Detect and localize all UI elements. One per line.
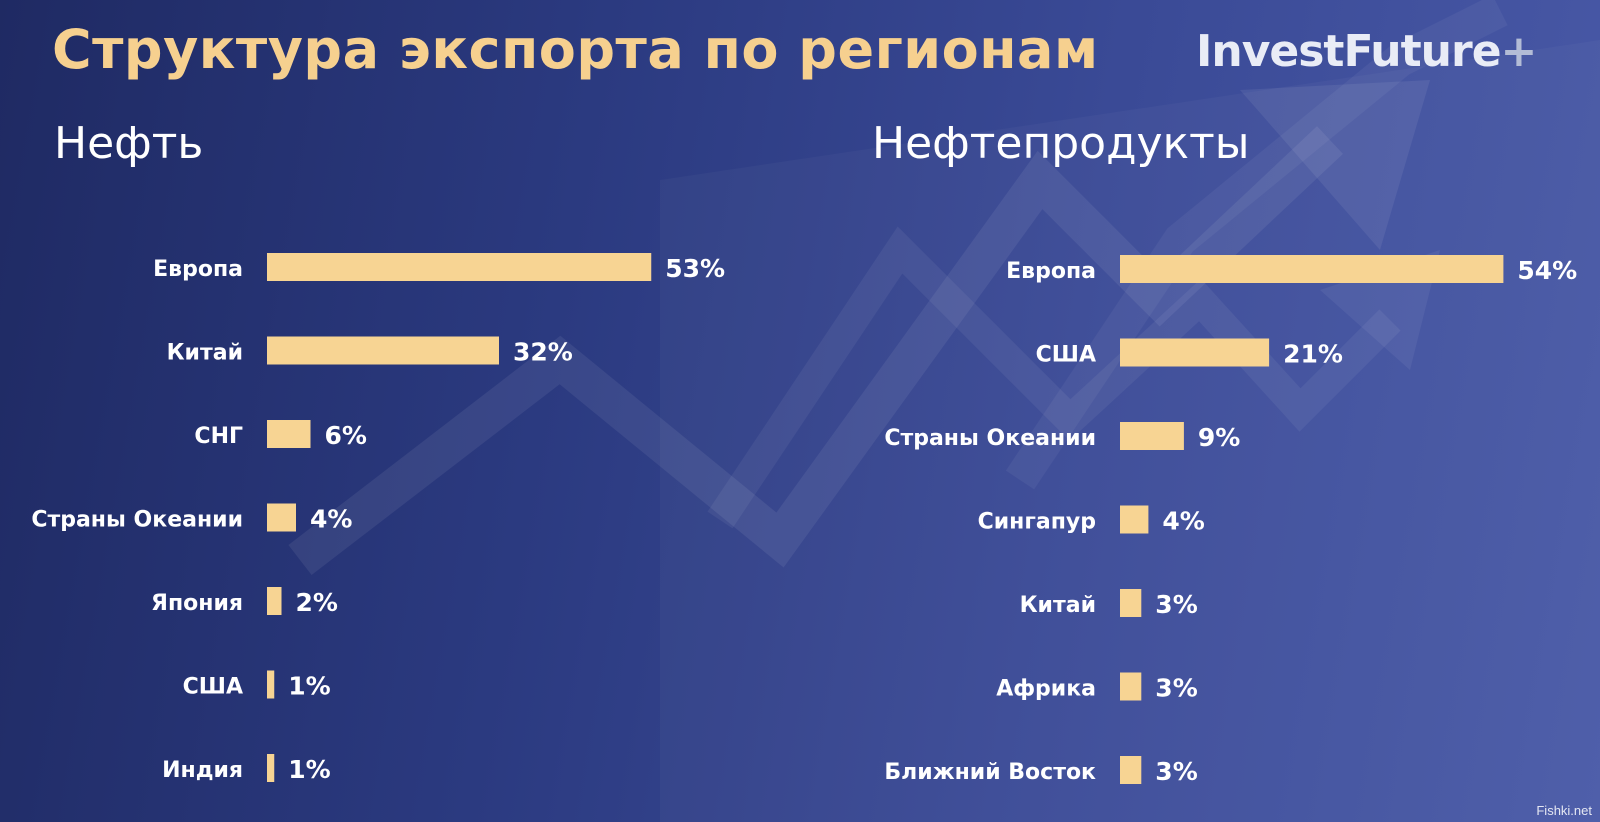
chart-title-oil-products: Нефтепродукты — [872, 118, 1250, 169]
value-label: 9% — [1198, 423, 1240, 452]
category-label: США — [183, 675, 243, 700]
bar — [267, 336, 499, 365]
watermark: Fishki.net — [1536, 803, 1592, 818]
bar — [267, 503, 296, 532]
bar — [267, 754, 275, 782]
bar — [1120, 422, 1184, 450]
bar — [267, 587, 282, 615]
value-label: 32% — [513, 338, 573, 367]
category-label: Китай — [167, 341, 243, 366]
category-label: Индия — [162, 758, 243, 783]
category-label: Страны Океании — [31, 508, 243, 533]
value-label: 3% — [1155, 757, 1197, 786]
bar — [1120, 505, 1149, 534]
chart-oil: Европа 53% Китай 32% СНГ 6% Страны Океании 4% Яп… — [31, 253, 725, 784]
bar — [1120, 672, 1142, 701]
bar — [1120, 255, 1504, 283]
brand-plus: + — [1500, 26, 1538, 77]
value-label: 1% — [288, 672, 330, 701]
brand-logo: InvestFuture+ — [1196, 26, 1538, 77]
bar — [267, 253, 652, 281]
page-title: Структура экспорта по регионам — [52, 18, 1099, 81]
category-label: Африка — [996, 677, 1096, 702]
category-label: Сингапур — [978, 510, 1096, 535]
bar — [1120, 589, 1142, 617]
category-label: Япония — [151, 591, 243, 616]
value-label: 3% — [1155, 590, 1197, 619]
category-label: СНГ — [194, 424, 243, 449]
value-label: 53% — [665, 254, 725, 283]
value-label: 6% — [325, 421, 367, 450]
value-label: 3% — [1155, 674, 1197, 703]
value-label: 4% — [1162, 507, 1204, 536]
bar — [1120, 338, 1270, 367]
bar — [267, 420, 311, 448]
value-label: 4% — [310, 505, 352, 534]
category-label: Европа — [1006, 259, 1096, 284]
category-label: Страны Океании — [884, 426, 1096, 451]
category-label: Китай — [1020, 593, 1096, 618]
bar — [267, 670, 275, 699]
category-label: Ближний Восток — [884, 760, 1096, 785]
bar — [1120, 756, 1142, 784]
category-label: Европа — [153, 257, 243, 282]
value-label: 54% — [1517, 256, 1577, 285]
value-label: 1% — [288, 755, 330, 784]
brand-name: InvestFuture — [1196, 26, 1502, 77]
category-label: США — [1036, 343, 1096, 368]
chart-title-oil: Нефть — [54, 118, 204, 169]
value-label: 21% — [1283, 340, 1343, 369]
value-label: 2% — [296, 588, 338, 617]
